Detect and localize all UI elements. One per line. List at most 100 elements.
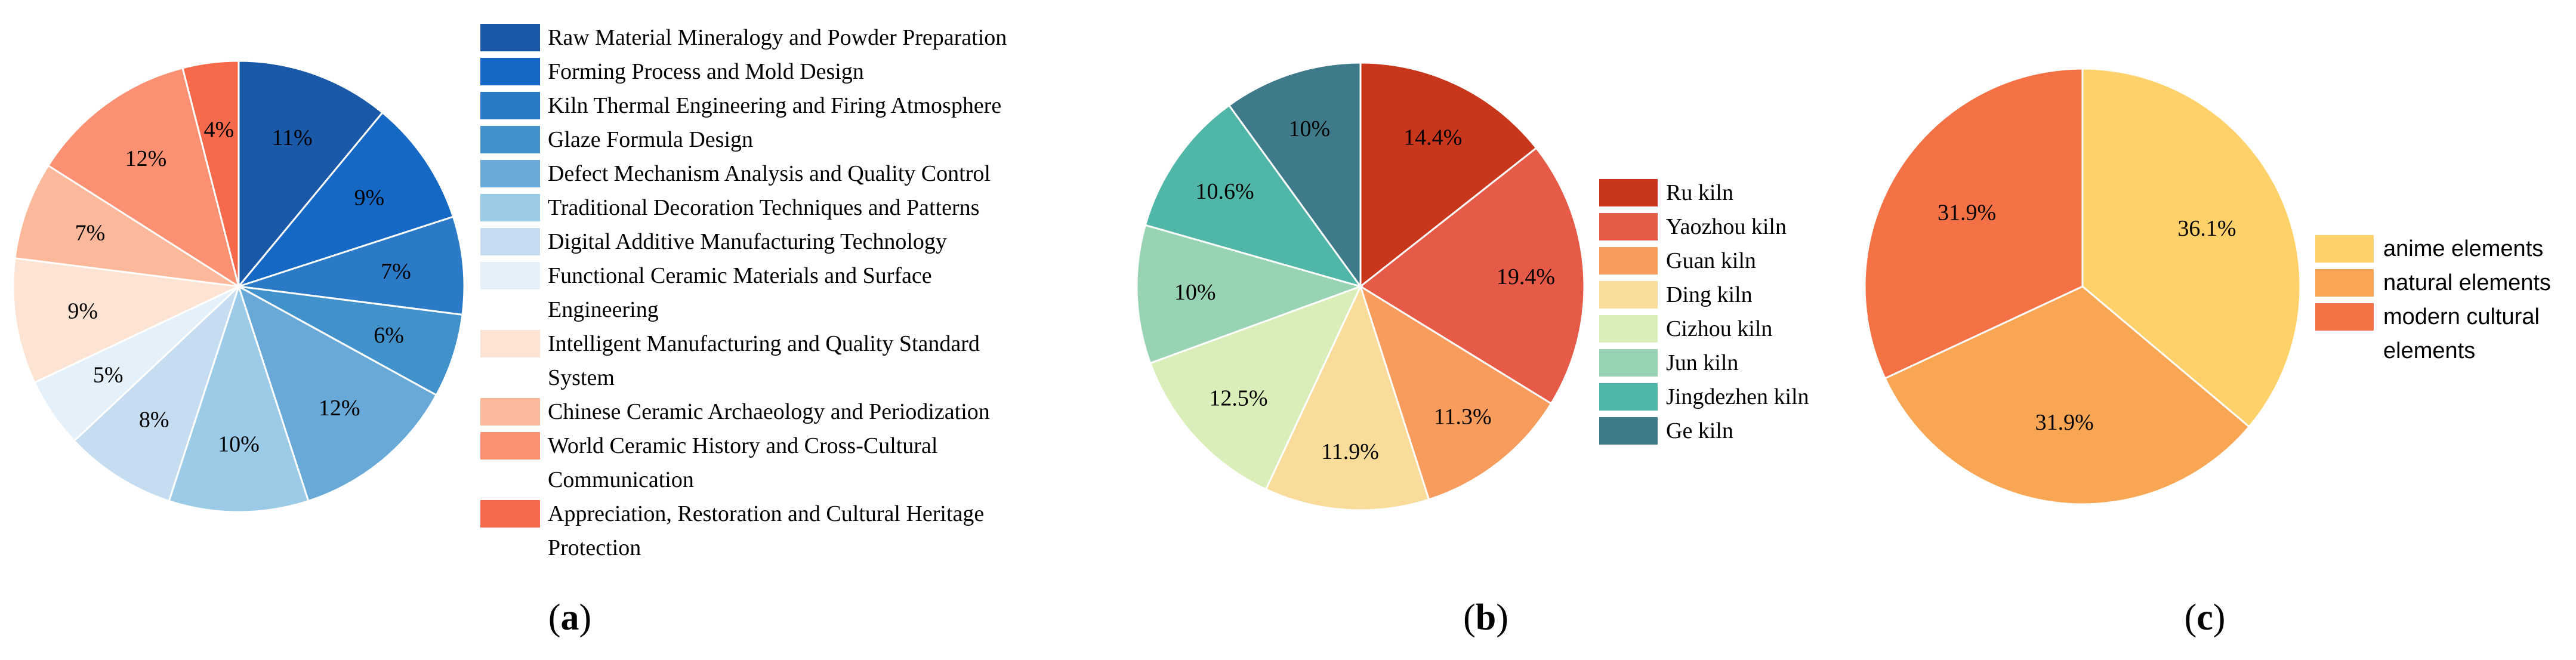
legend-swatch-b-5 bbox=[1599, 315, 1658, 343]
slice-label-a-9: 9% bbox=[67, 298, 98, 323]
legend-swatch-a-9 bbox=[480, 330, 540, 357]
pie-chart-c: 36.1% 31.9% 31.9% bbox=[1864, 67, 2302, 505]
slice-label-a-4: 6% bbox=[374, 323, 404, 348]
legend-swatch-a-1 bbox=[480, 24, 540, 51]
legend-label-a-3: Kiln Thermal Engineering and Firing Atmo… bbox=[548, 93, 1001, 118]
slice-label-a-8: 5% bbox=[93, 363, 124, 388]
legend-swatch-a-6 bbox=[480, 194, 540, 221]
legend-swatch-a-4 bbox=[480, 126, 540, 153]
panel-caption-a: (a) bbox=[548, 597, 591, 638]
slice-label-b-2: 19.4% bbox=[1497, 264, 1555, 289]
legend-swatch-a-12 bbox=[480, 500, 540, 528]
legend-label-b-5: Cizhou kiln bbox=[1666, 316, 1772, 341]
slice-label-b-7: 10.6% bbox=[1196, 179, 1254, 204]
legend-label-a-7: Digital Additive Manufacturing Technolog… bbox=[548, 229, 947, 254]
slice-label-c-2: 31.9% bbox=[2035, 410, 2094, 435]
slice-label-a-11: 12% bbox=[125, 146, 167, 171]
legend-label-a-10: Chinese Ceramic Archaeology and Periodiz… bbox=[548, 399, 990, 424]
slice-label-b-3: 11.3% bbox=[1434, 404, 1492, 429]
legend-label-c-3-line-1: modern cultural bbox=[2383, 304, 2540, 329]
slice-label-b-8: 10% bbox=[1288, 116, 1330, 141]
pie-chart-b: 14.4% 19.4% 11.3% 11.9% 12.5% 10% 10.6% 10% bbox=[1136, 61, 1585, 511]
pie-slice-b-2 bbox=[1359, 146, 1585, 405]
pie-slice-b-1 bbox=[1359, 61, 1538, 289]
pie-slice-a-10 bbox=[14, 164, 239, 288]
legend-label-c-1: anime elements bbox=[2383, 236, 2543, 261]
legend-swatch-b-3 bbox=[1599, 247, 1658, 275]
pie-slice-b-6 bbox=[1136, 224, 1363, 365]
legend-label-a-9-line-2: System bbox=[548, 365, 615, 390]
legend-swatch-a-7 bbox=[480, 228, 540, 255]
legend-label-c-2: natural elements bbox=[2383, 270, 2551, 295]
slice-label-a-2: 9% bbox=[354, 185, 384, 210]
slice-label-a-7: 8% bbox=[139, 407, 169, 432]
pie-slice-b-5 bbox=[1149, 285, 1362, 491]
legend-label-b-1: Ru kiln bbox=[1666, 180, 1733, 205]
legend-c: anime elements natural elements modern cul… bbox=[2315, 235, 2551, 363]
legend-label-a-2: Forming Process and Mold Design bbox=[548, 59, 864, 84]
legend-swatch-a-10 bbox=[480, 398, 540, 425]
pie-slice-a-4 bbox=[238, 285, 464, 397]
legend-label-b-6: Jun kiln bbox=[1666, 350, 1738, 375]
legend-label-a-1: Raw Material Mineralogy and Powder Prepa… bbox=[548, 25, 1007, 50]
slice-label-b-1: 14.4% bbox=[1403, 125, 1462, 150]
legend-swatch-c-2 bbox=[2315, 269, 2374, 297]
legend-label-b-3: Guan kiln bbox=[1666, 248, 1756, 273]
slice-label-b-6: 10% bbox=[1174, 280, 1216, 305]
pie-slice-a-12 bbox=[181, 60, 240, 287]
pie-slice-a-5 bbox=[237, 284, 438, 502]
pie-slice-c-1 bbox=[2081, 67, 2302, 428]
panel-caption-b: (b) bbox=[1463, 597, 1508, 638]
pie-slice-a-7 bbox=[73, 285, 240, 502]
legend-swatch-b-8 bbox=[1599, 417, 1658, 445]
legend-label-a-12-line-1: Appreciation, Restoration and Cultural H… bbox=[548, 501, 984, 526]
legend-swatch-b-7 bbox=[1599, 383, 1658, 411]
pie-slice-a-1 bbox=[237, 60, 384, 289]
pie-slice-a-3 bbox=[238, 215, 465, 316]
legend-label-b-8: Ge kiln bbox=[1666, 418, 1733, 443]
legend-swatch-c-1 bbox=[2315, 235, 2374, 263]
legend-label-a-11-line-2: Communication bbox=[548, 467, 694, 492]
legend-label-a-9-line-1: Intelligent Manufacturing and Quality St… bbox=[548, 331, 980, 356]
slice-label-a-10: 7% bbox=[75, 220, 106, 245]
pie-slice-a-2 bbox=[236, 111, 455, 289]
legend-b: Ru kiln Yaozhou kiln Guan kiln Ding kiln Ciz… bbox=[1599, 179, 1809, 445]
slice-label-b-5: 12.5% bbox=[1209, 386, 1267, 411]
pie-chart-a: 11% 9% 7% 6% 12% 10% 8% 5% 9% 7% 12% 4% bbox=[12, 60, 465, 513]
legend-swatch-a-8 bbox=[480, 262, 540, 289]
pie-slice-b-3 bbox=[1359, 284, 1553, 501]
legend-swatch-a-5 bbox=[480, 160, 540, 187]
slice-label-a-5: 12% bbox=[319, 396, 360, 421]
legend-label-b-7: Jingdezhen kiln bbox=[1666, 384, 1809, 409]
pie-slice-c-2 bbox=[1884, 285, 2251, 505]
pie-slice-a-9 bbox=[12, 257, 242, 384]
legend-label-b-4: Ding kiln bbox=[1666, 282, 1753, 307]
legend-swatch-b-4 bbox=[1599, 281, 1658, 309]
pie-slice-b-7 bbox=[1144, 104, 1363, 288]
legend-swatch-c-3 bbox=[2315, 303, 2374, 331]
pie-slice-c-3 bbox=[1864, 67, 2084, 380]
legend-label-c-3-line-2: elements bbox=[2383, 338, 2475, 363]
slice-label-c-3: 31.9% bbox=[1938, 200, 1996, 225]
slice-label-a-1: 11% bbox=[272, 125, 312, 150]
slice-label-a-6: 10% bbox=[218, 432, 260, 457]
panel-caption-c: (c) bbox=[2185, 597, 2226, 638]
legend-swatch-b-2 bbox=[1599, 213, 1658, 240]
legend-a: Raw Material Mineralogy and Powder Prepa… bbox=[480, 24, 1007, 560]
pie-slice-a-6 bbox=[168, 283, 310, 513]
legend-label-a-11-line-1: World Ceramic History and Cross-Cultural bbox=[548, 433, 937, 458]
slice-label-a-3: 7% bbox=[381, 259, 411, 284]
legend-swatch-a-3 bbox=[480, 92, 540, 119]
slice-label-b-4: 11.9% bbox=[1321, 439, 1379, 464]
pie-slice-b-4 bbox=[1264, 283, 1430, 511]
legend-swatch-b-6 bbox=[1599, 349, 1658, 377]
legend-label-a-4: Glaze Formula Design bbox=[548, 127, 753, 152]
legend-swatch-a-2 bbox=[480, 58, 540, 85]
slice-label-c-1: 36.1% bbox=[2177, 216, 2236, 241]
legend-label-a-5: Defect Mechanism Analysis and Quality Co… bbox=[548, 161, 991, 186]
legend-swatch-b-1 bbox=[1599, 179, 1658, 206]
legend-label-a-8-line-1: Functional Ceramic Materials and Surface bbox=[548, 263, 932, 288]
pie-slice-a-11 bbox=[47, 67, 240, 289]
slice-label-a-12: 4% bbox=[203, 118, 234, 143]
legend-swatch-a-11 bbox=[480, 432, 540, 459]
